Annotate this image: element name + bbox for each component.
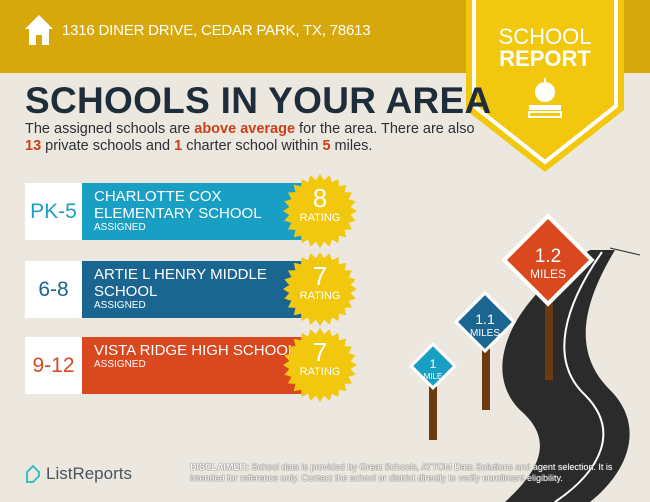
- sign-unit: MILES: [530, 267, 566, 281]
- rating-value: 7: [312, 337, 328, 367]
- intro-highlight: above average: [194, 121, 296, 137]
- intro-part: The assigned schools are: [25, 121, 195, 137]
- school-row[interactable]: PK-5 CHARLOTTE COX ELEMENTARY SCHOOL ASS…: [25, 174, 357, 248]
- rating: 7 RATING: [283, 262, 357, 302]
- rating-label: RATING: [299, 212, 341, 224]
- rating-starburst-icon: [283, 252, 357, 326]
- sign-value: 1: [430, 357, 437, 371]
- intro-part: for the area. There are also: [295, 121, 475, 137]
- home-icon: [25, 15, 53, 45]
- disclaimer-text: School data is provided by Great Schools…: [190, 462, 613, 483]
- school-name: VISTA RIDGE HIGH SCHOOL: [94, 342, 297, 359]
- school-info: VISTA RIDGE HIGH SCHOOL ASSIGNED: [82, 337, 307, 394]
- page-title: SCHOOLS IN YOUR AREA: [25, 80, 492, 121]
- disclaimer-label: DISCLAIMER:: [190, 462, 249, 472]
- intro-part: miles.: [330, 138, 373, 154]
- school-name: CHARLOTTE COX ELEMENTARY SCHOOL: [94, 188, 262, 222]
- school-status: ASSIGNED: [94, 300, 146, 311]
- grade-range: 6-8: [25, 261, 82, 318]
- school-row[interactable]: 6-8 ARTIE L HENRY MIDDLE SCHOOL ASSIGNED…: [25, 252, 357, 326]
- school-report-badge: [466, 0, 624, 172]
- sign-unit: MILES: [470, 328, 500, 339]
- rating: 8 RATING: [283, 184, 357, 224]
- rating-value: 8: [312, 183, 328, 213]
- listreports-logo: ListReports: [25, 464, 132, 484]
- private-count: 13: [25, 138, 42, 154]
- badge-line2: REPORT: [499, 46, 591, 71]
- sign-1-mile: [408, 341, 458, 391]
- school-status: ASSIGNED: [94, 359, 146, 370]
- rating-value: 7: [312, 261, 328, 291]
- intro-part: charter school within: [182, 138, 323, 154]
- grade-range: 9-12: [25, 337, 82, 394]
- rating-starburst-icon: [283, 174, 357, 248]
- charter-count: 1: [174, 138, 183, 154]
- rating-label: RATING: [299, 366, 341, 378]
- sign-unit: MILE: [424, 372, 443, 381]
- apple-books-icon: [528, 78, 562, 118]
- intro-part: private schools and: [41, 138, 175, 154]
- road-illustration: 1.2 MILES 1.1 MILES 1 MILE: [408, 213, 641, 502]
- school-info: CHARLOTTE COX ELEMENTARY SCHOOL ASSIGNED: [82, 183, 307, 240]
- rating: 7 RATING: [283, 338, 357, 378]
- school-info: ARTIE L HENRY MIDDLE SCHOOL ASSIGNED: [82, 261, 307, 318]
- school-name: ARTIE L HENRY MIDDLE SCHOOL: [94, 266, 267, 300]
- brand-name: ListReports: [46, 464, 132, 483]
- school-status: ASSIGNED: [94, 222, 146, 233]
- badge-line1: SCHOOL: [498, 24, 592, 49]
- sign-value: 1.1: [475, 311, 495, 327]
- property-address: 1316 DINER DRIVE, CEDAR PARK, TX, 78613: [62, 22, 371, 39]
- sign-1-1-miles: [453, 290, 517, 354]
- intro-text: The assigned schools are above average f…: [25, 121, 475, 155]
- rating-starburst-icon: [283, 328, 357, 402]
- grade-range: PK-5: [25, 183, 82, 240]
- miles-radius: 5: [322, 138, 331, 154]
- disclaimer: DISCLAIMER: School data is provided by G…: [190, 462, 620, 484]
- listreports-icon: [26, 464, 40, 483]
- rating-label: RATING: [299, 290, 341, 302]
- sign-value: 1.2: [535, 246, 561, 267]
- badge-text: SCHOOL REPORT: [466, 26, 624, 70]
